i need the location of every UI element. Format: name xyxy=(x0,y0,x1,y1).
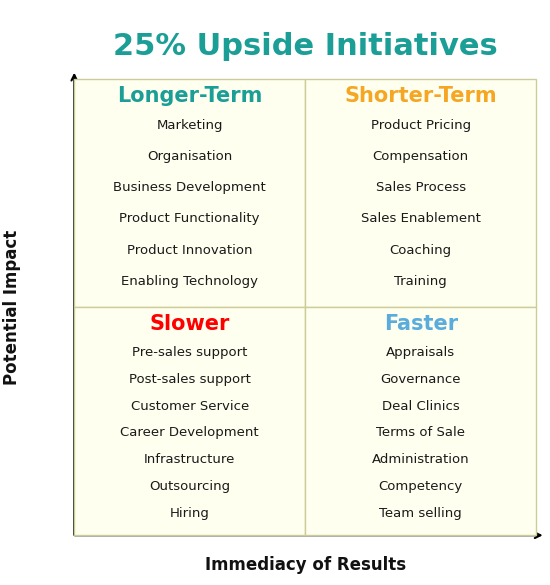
Text: Outsourcing: Outsourcing xyxy=(149,480,230,493)
Text: Administration: Administration xyxy=(372,453,470,466)
Text: Product Innovation: Product Innovation xyxy=(127,243,252,257)
Text: Organisation: Organisation xyxy=(147,150,232,163)
Text: Longer-Term: Longer-Term xyxy=(117,86,262,106)
Text: Shorter-Term: Shorter-Term xyxy=(344,86,497,106)
Text: Product Functionality: Product Functionality xyxy=(119,212,260,225)
Text: Appraisals: Appraisals xyxy=(386,346,455,359)
Text: Marketing: Marketing xyxy=(157,119,223,132)
Text: Customer Service: Customer Service xyxy=(130,400,249,413)
Text: Post-sales support: Post-sales support xyxy=(129,373,251,386)
Text: Business Development: Business Development xyxy=(113,181,266,194)
Text: Enabling Technology: Enabling Technology xyxy=(121,275,258,288)
Text: Immediacy of Results: Immediacy of Results xyxy=(205,556,406,574)
Text: Career Development: Career Development xyxy=(120,426,259,439)
Text: Pre-sales support: Pre-sales support xyxy=(132,346,248,359)
Text: Deal Clinics: Deal Clinics xyxy=(382,400,460,413)
Text: Potential Impact: Potential Impact xyxy=(3,229,21,385)
Text: Compensation: Compensation xyxy=(373,150,469,163)
Text: Governance: Governance xyxy=(381,373,461,386)
Text: Competency: Competency xyxy=(378,480,463,493)
Text: Sales Enablement: Sales Enablement xyxy=(361,212,481,225)
Text: Terms of Sale: Terms of Sale xyxy=(376,426,465,439)
Text: Slower: Slower xyxy=(150,314,230,334)
Text: Team selling: Team selling xyxy=(379,507,462,519)
Text: Sales Process: Sales Process xyxy=(376,181,466,194)
Text: Training: Training xyxy=(394,275,447,288)
Text: Product Pricing: Product Pricing xyxy=(371,119,471,132)
Text: Coaching: Coaching xyxy=(390,243,452,257)
Text: Infrastructure: Infrastructure xyxy=(144,453,235,466)
Text: Faster: Faster xyxy=(384,314,458,334)
Text: Hiring: Hiring xyxy=(170,507,210,519)
Text: 25% Upside Initiatives: 25% Upside Initiatives xyxy=(113,32,498,61)
